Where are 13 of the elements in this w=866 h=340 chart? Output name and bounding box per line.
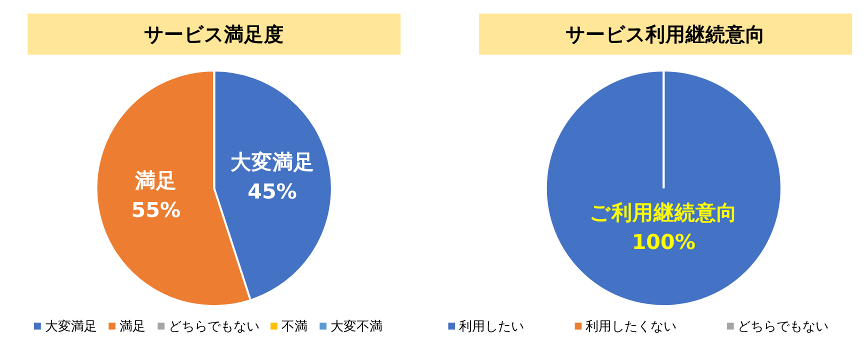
legend-label: 満足 (119, 320, 146, 335)
legend-label: どちらでもない (738, 320, 829, 335)
data-label: ご利用継続意向 100% (590, 200, 738, 254)
legend-label: 大変満足 (44, 318, 97, 335)
legend-label: どちらでもない (168, 320, 260, 335)
data-label: 大変満足 45% (230, 150, 314, 204)
chart-title: サービス利用継続意向 (566, 23, 766, 46)
legend-label: 利用したくない (586, 320, 677, 335)
legend-label: 利用したい (459, 320, 524, 335)
chart-title: サービス満足度 (144, 23, 284, 46)
data-label: 満足 55% (131, 168, 181, 222)
legend-label: 大変不満 (330, 318, 382, 335)
legend-label: 不満 (281, 320, 308, 335)
